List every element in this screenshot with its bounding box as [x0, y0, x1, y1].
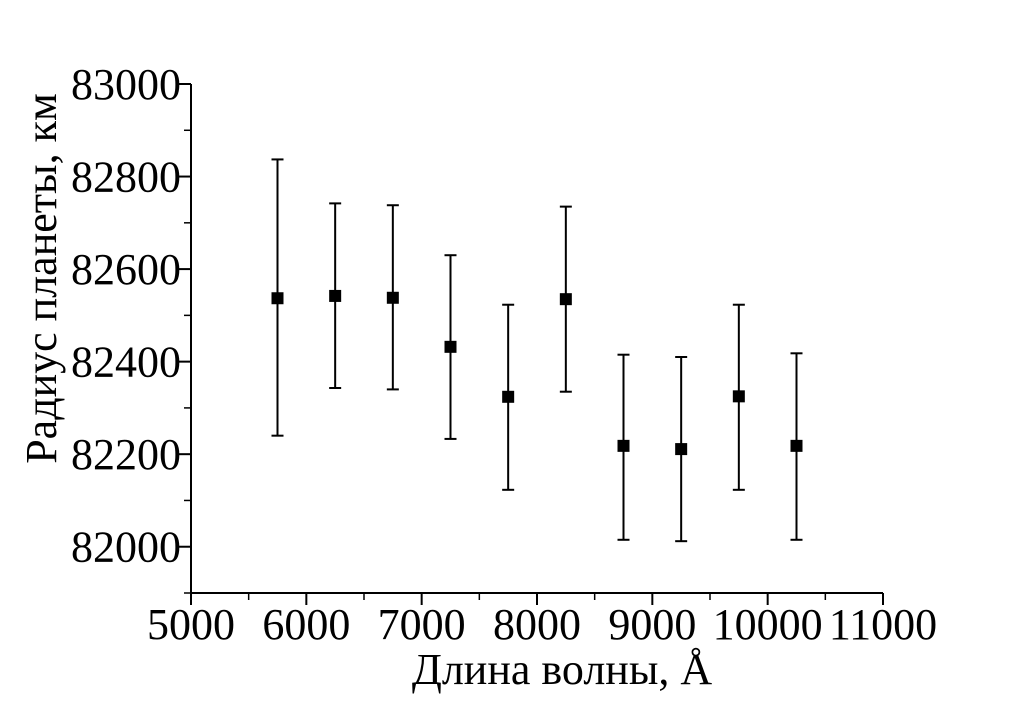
y-tick-label: 82600 — [71, 245, 181, 294]
data-point — [502, 390, 515, 403]
x-axis-title: Длина волны, Å — [412, 645, 713, 694]
y-tick-label: 82000 — [71, 523, 181, 572]
x-tick-label: 7000 — [378, 600, 466, 649]
x-tick-label: 10000 — [713, 600, 823, 649]
y-tick-label: 82200 — [71, 430, 181, 479]
x-tick-label: 5000 — [147, 600, 235, 649]
data-point — [271, 292, 284, 305]
axes — [190, 84, 883, 594]
data-point — [617, 439, 630, 452]
y-tick-label: 82800 — [71, 153, 181, 202]
y-axis-title: Радиус планеты, км — [17, 93, 66, 464]
data-point — [675, 443, 688, 456]
x-tick-label: 6000 — [262, 600, 350, 649]
y-tick-label: 83000 — [71, 60, 181, 109]
y-tick-label: 82400 — [71, 338, 181, 387]
ticks: 5000 6000 7000 8000 9000 10000 11000 82000 82200… — [71, 60, 937, 649]
x-tick-label: 11000 — [829, 600, 937, 649]
data-point — [329, 289, 342, 302]
data-point — [559, 293, 572, 306]
data-points — [271, 158, 803, 543]
x-tick-label: 9000 — [608, 600, 696, 649]
data-point — [732, 390, 745, 403]
data-point — [444, 340, 457, 353]
x-tick-label: 8000 — [493, 600, 581, 649]
data-point — [790, 439, 803, 452]
data-point — [386, 291, 399, 304]
